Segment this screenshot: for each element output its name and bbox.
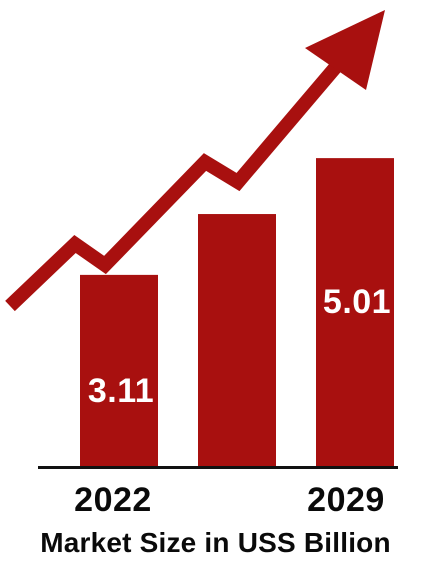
trend-arrow [5,10,385,312]
bar-value-label-1: 3.11 [87,372,155,410]
bar-2 [198,214,276,466]
bar-1 [80,274,158,466]
x-axis-title: Market Size in USS Billion [40,527,391,558]
x-tick-label-1: 2022 [74,481,152,519]
bar-3 [316,158,394,466]
bars-group [80,158,394,466]
x-tick-label-3: 2029 [307,481,385,519]
trend-arrow-head [305,10,385,90]
bar-value-label-3: 5.01 [322,283,392,321]
trend-arrow-line [5,57,346,312]
